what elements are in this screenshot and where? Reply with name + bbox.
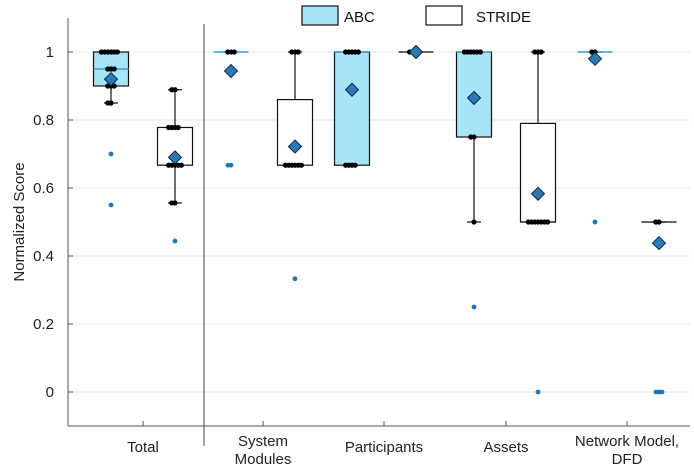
data-point [114, 49, 120, 55]
data-point [343, 162, 349, 168]
legend-swatch-abc [301, 5, 339, 26]
data-point [178, 162, 184, 168]
data-point [461, 49, 467, 55]
outlier-point [108, 151, 114, 157]
data-point [98, 49, 104, 55]
outlier-point [108, 202, 114, 208]
data-point [169, 200, 175, 206]
mean-marker [466, 90, 482, 106]
data-point [111, 66, 117, 72]
data-point [105, 66, 111, 72]
outlier-point [172, 238, 178, 244]
data-point [589, 49, 595, 55]
data-point [471, 219, 477, 225]
data-point [282, 162, 288, 168]
plot-area: 0 0.2 0.4 0.6 0.8 1 Total System Modules Partici… [33, 18, 690, 468]
x-tick-label: Assets [483, 439, 528, 456]
mean-marker [344, 82, 360, 97]
data-point [355, 49, 361, 55]
y-axis-label: Normalized Score [11, 162, 28, 281]
outlier-point [535, 389, 541, 395]
grid-lines [68, 51, 690, 393]
data-point [468, 134, 474, 140]
legend: ABC STRIDE [301, 5, 531, 26]
data-point [653, 219, 659, 225]
box-stride-0 [156, 87, 194, 244]
data-point [477, 49, 483, 55]
data-point [105, 100, 111, 106]
data-point [298, 162, 304, 168]
box-abc-2 [333, 49, 371, 168]
box-iqr [276, 98, 314, 166]
box-stride-1 [276, 49, 314, 282]
y-tick-label: 0 [46, 384, 54, 401]
data-point [231, 49, 237, 55]
data-point [105, 83, 111, 89]
data-point [111, 83, 117, 89]
x-tick-label: Participants [345, 439, 423, 456]
mean-marker [287, 139, 303, 154]
box-iqr [519, 122, 557, 223]
mean-marker [530, 186, 546, 201]
mean-marker [408, 44, 424, 60]
data-point [295, 49, 301, 55]
box-abc-3 [455, 49, 493, 310]
outlier-point [653, 389, 659, 395]
data-point [352, 162, 358, 168]
y-tick-label: 0.8 [33, 112, 54, 129]
y-tick-label: 0.2 [33, 316, 54, 333]
mean-marker [167, 150, 183, 165]
outlier-point [659, 389, 665, 395]
x-tick-labels: Total System Modules Participants Assets Netw… [127, 421, 679, 468]
box-iqr [333, 51, 371, 166]
data-point [525, 219, 532, 225]
data-point [538, 49, 544, 55]
data-point [289, 49, 295, 55]
legend-label-stride: STRIDE [476, 9, 531, 26]
data-point [166, 124, 172, 131]
legend-swatch-stride [425, 5, 463, 26]
mean-marker [223, 63, 239, 79]
y-tick-label: 0.4 [33, 248, 54, 265]
outlier-point [292, 276, 298, 282]
mean-marker [651, 235, 667, 251]
data-point [166, 162, 172, 168]
data-point [175, 124, 181, 131]
y-tick-label: 0.6 [33, 180, 54, 197]
y-tick-label: 1 [46, 44, 54, 61]
mean-marker [103, 71, 119, 87]
legend-label-abc: ABC [344, 9, 375, 26]
outlier-point [471, 304, 477, 310]
box-abc-4 [577, 49, 613, 225]
box-stride-2 [398, 44, 434, 60]
box-abc-1 [213, 49, 249, 168]
mean-marker [587, 51, 603, 67]
x-tick-label: System Modules [235, 433, 292, 468]
data-point [343, 49, 349, 55]
x-tick-label: Network Model, DFD [575, 433, 679, 468]
x-tick-label: Total [127, 439, 159, 456]
data-point [532, 49, 538, 55]
data-point [169, 87, 175, 93]
y-tick-labels: 0 0.2 0.4 0.6 0.8 1 [33, 44, 54, 401]
data-point [545, 219, 551, 225]
box-stride-4 [641, 219, 677, 395]
outlier-point [225, 162, 231, 168]
boxes [92, 44, 677, 395]
box-abc-0 [92, 49, 130, 208]
outlier-point [592, 219, 598, 225]
data-point [225, 49, 231, 55]
box-stride-3 [519, 49, 557, 395]
